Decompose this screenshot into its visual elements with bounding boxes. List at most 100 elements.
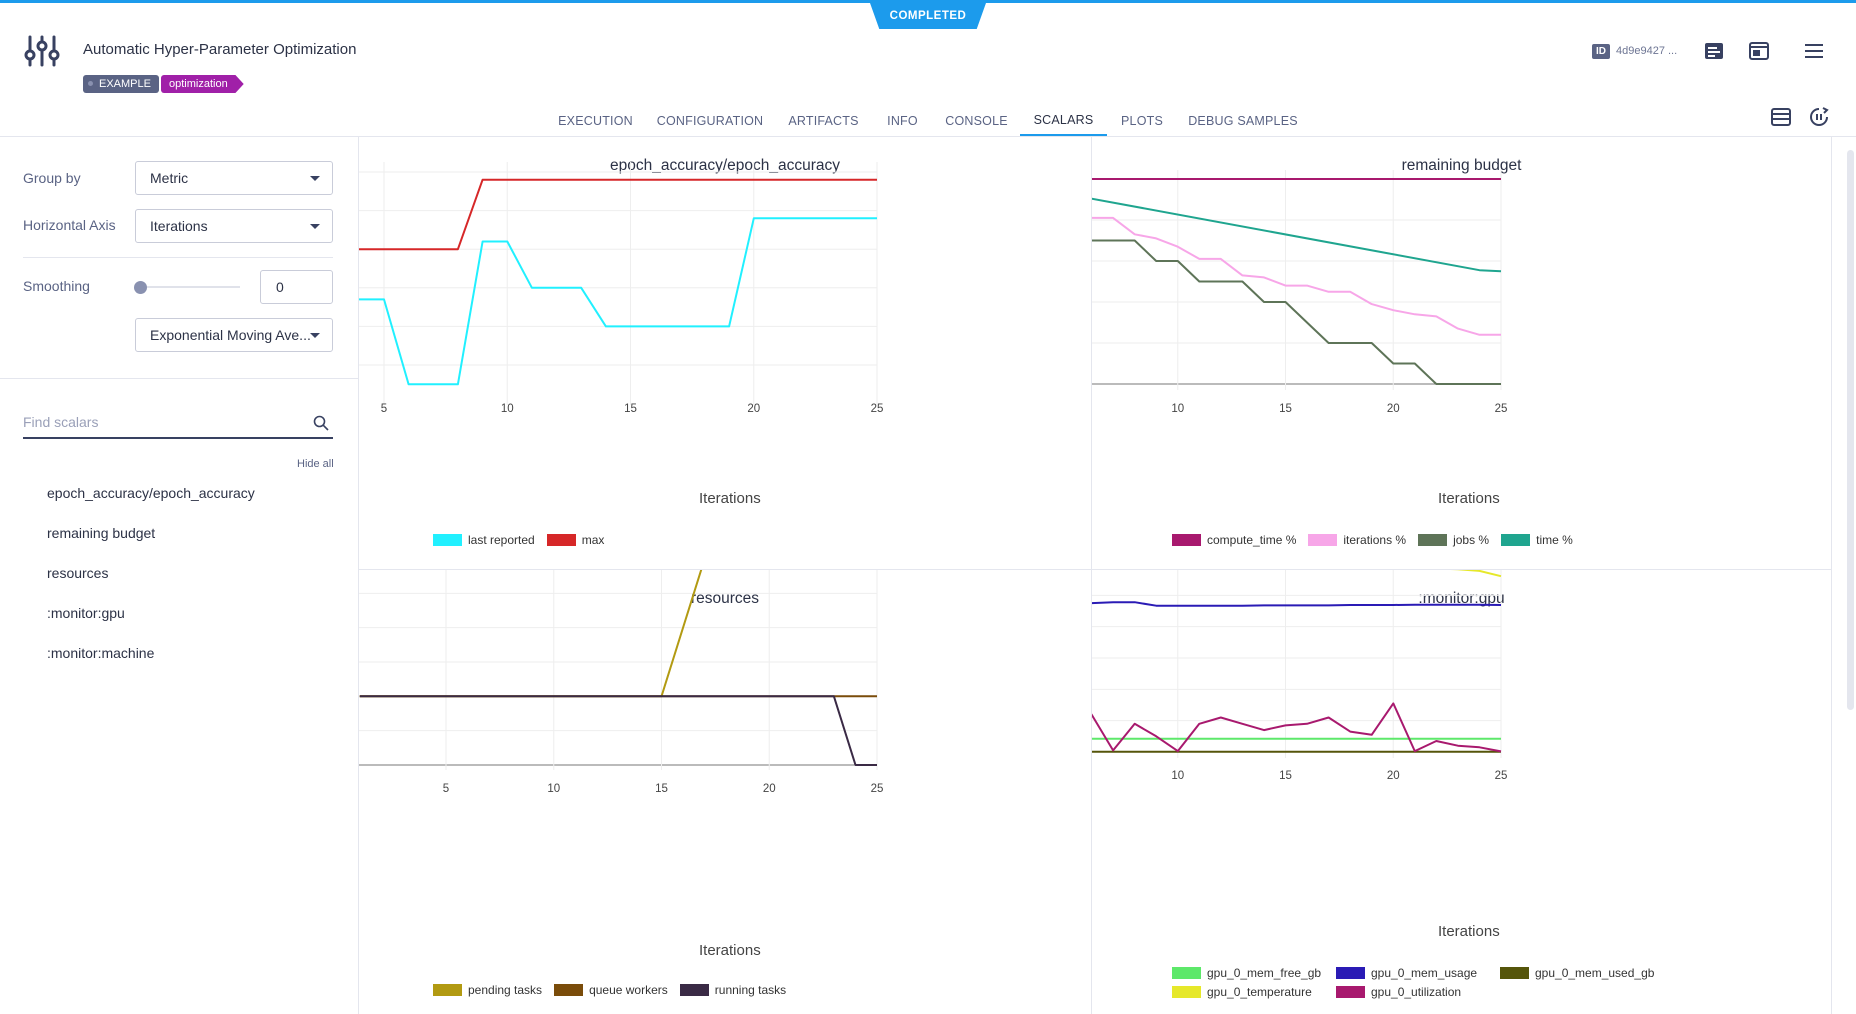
tag-example[interactable]: EXAMPLE <box>83 75 159 93</box>
tab-configuration[interactable]: CONFIGURATION <box>656 113 764 128</box>
divider <box>23 257 333 258</box>
x-tick-label: 25 <box>1495 403 1508 415</box>
legend-label: iterations % <box>1343 532 1407 547</box>
chart-resources[interactable]: 00.511.522.53510152025 <box>359 570 1092 1014</box>
horizontal-axis-label: Horizontal Axis <box>23 217 116 233</box>
series-line-last-reported <box>359 217 877 386</box>
search-icon[interactable] <box>313 415 329 431</box>
table-view-icon[interactable] <box>1770 106 1792 128</box>
layout-toggle-icon[interactable] <box>1748 40 1770 62</box>
search-input[interactable]: Find scalars <box>23 407 333 439</box>
tab-bar: EXECUTION CONFIGURATION ARTIFACTS INFO C… <box>0 106 1856 136</box>
tab-scalars[interactable]: SCALARS <box>1020 106 1107 136</box>
chart-title: epoch_accuracy/epoch_accuracy <box>609 157 841 174</box>
status-bar <box>0 0 1856 3</box>
legend-label: last reported <box>468 532 535 547</box>
tab-console[interactable]: CONSOLE <box>945 113 1008 128</box>
chevron-down-icon <box>310 176 320 181</box>
legend-label: gpu_0_temperature <box>1207 984 1312 999</box>
x-axis-title: Iterations <box>1438 490 1500 507</box>
menu-icon[interactable] <box>1803 40 1825 62</box>
x-tick-label: 20 <box>763 783 776 795</box>
chevron-down-icon <box>310 333 320 338</box>
tab-info[interactable]: INFO <box>887 113 918 128</box>
legend-item[interactable]: gpu_0_utilization <box>1336 982 1488 1001</box>
smoothing-input[interactable]: 0 <box>260 270 333 304</box>
legend-item[interactable]: gpu_0_mem_used_gb <box>1500 963 1660 982</box>
tab-plots[interactable]: PLOTS <box>1121 113 1163 128</box>
x-tick-label: 10 <box>547 783 560 795</box>
chart-epoch-accuracy[interactable]: 0.99910.99920.99930.99940.99950.99965101… <box>359 137 1092 570</box>
scalar-item[interactable]: resources <box>47 565 109 581</box>
x-tick-label: 20 <box>747 403 760 415</box>
x-tick-label: 10 <box>1171 403 1184 415</box>
info-panel-icon[interactable] <box>1703 40 1725 62</box>
legend-label: max <box>581 532 605 547</box>
legend-item[interactable]: gpu_0_mem_free_gb <box>1172 963 1324 982</box>
chart-legend: gpu_0_mem_free_gb gpu_0_mem_usage gpu_0_… <box>1172 963 1732 1001</box>
x-tick-label: 10 <box>1171 770 1184 782</box>
legend-item[interactable]: time % <box>1501 530 1573 549</box>
scalar-item[interactable]: :monitor:gpu <box>47 605 125 621</box>
legend-swatch <box>433 533 462 546</box>
x-tick-label: 15 <box>1279 403 1292 415</box>
legend-swatch <box>1501 533 1531 546</box>
legend-swatch <box>546 533 576 546</box>
group-by-select[interactable]: Metric <box>135 161 333 195</box>
legend-item[interactable]: gpu_0_mem_usage <box>1336 963 1488 982</box>
x-axis-title: Iterations <box>699 490 761 507</box>
legend-label: compute_time % <box>1207 532 1297 547</box>
scrollbar[interactable] <box>1847 150 1854 710</box>
tag-optimization[interactable]: optimization <box>161 75 244 93</box>
tab-debug-samples[interactable]: DEBUG SAMPLES <box>1188 113 1298 128</box>
page-title: Automatic Hyper-Parameter Optimization <box>83 41 357 58</box>
legend-item[interactable]: last reported <box>433 530 535 549</box>
scalar-item[interactable]: :monitor:machine <box>47 645 155 661</box>
search-placeholder: Find scalars <box>23 414 99 430</box>
legend-item[interactable]: gpu_0_temperature <box>1172 982 1324 1001</box>
legend-item[interactable]: jobs % <box>1418 530 1489 549</box>
legend-item[interactable]: compute_time % <box>1172 530 1296 549</box>
scalar-item[interactable]: epoch_accuracy/epoch_accuracy <box>47 485 255 501</box>
legend-item[interactable]: running tasks <box>679 980 786 999</box>
legend-swatch <box>554 983 584 996</box>
series-line-gpu-0-mem-usage <box>1092 601 1502 607</box>
horizontal-axis-select[interactable]: Iterations <box>135 209 333 243</box>
legend-label: gpu_0_mem_used_gb <box>1535 965 1655 980</box>
smoothing-slider-handle[interactable] <box>134 281 147 294</box>
chevron-down-icon <box>310 224 320 229</box>
legend-swatch <box>1172 533 1201 546</box>
legend-label: time % <box>1536 532 1573 547</box>
legend-item[interactable]: queue workers <box>554 980 668 999</box>
chart-title: :monitor:gpu <box>1418 590 1505 607</box>
legend-item[interactable]: iterations % <box>1308 530 1406 549</box>
hide-all-link[interactable]: Hide all <box>297 458 334 470</box>
section-divider <box>0 378 358 379</box>
legend-swatch <box>1172 985 1201 998</box>
legend-swatch <box>433 983 462 996</box>
x-tick-label: 25 <box>871 783 884 795</box>
legend-item[interactable]: max <box>546 530 605 549</box>
smoothing-method-value: Exponential Moving Ave... <box>150 327 311 343</box>
header-divider <box>0 136 1856 137</box>
auto-refresh-icon[interactable] <box>1808 106 1830 128</box>
chart-legend: pending tasks queue workers running task… <box>433 980 1053 999</box>
tab-execution[interactable]: EXECUTION <box>558 113 633 128</box>
tab-artifacts[interactable]: ARTIFACTS <box>788 113 859 128</box>
series-line-pending-tasks <box>359 570 703 698</box>
chart-remaining-budget[interactable]: 020406080100510152025 <box>1092 137 1832 570</box>
legend-item[interactable]: pending tasks <box>433 980 542 999</box>
chart-panel-monitor-gpu: :monitor:gpu 0102030405060510152025 Iter… <box>1092 570 1832 1014</box>
legend-label: queue workers <box>589 982 668 997</box>
task-id[interactable]: ID 4d9e9427 ... <box>1592 42 1677 60</box>
scalar-item[interactable]: remaining budget <box>47 525 156 541</box>
series-line-max <box>359 178 877 251</box>
smoothing-label: Smoothing <box>23 278 90 294</box>
smoothing-slider-track[interactable] <box>140 286 240 288</box>
horizontal-axis-value: Iterations <box>150 218 208 234</box>
smoothing-method-select[interactable]: Exponential Moving Ave... <box>135 318 333 352</box>
series-line-jobs- <box>1092 239 1501 385</box>
group-by-label: Group by <box>23 170 81 186</box>
legend-label: gpu_0_utilization <box>1371 984 1462 999</box>
chart-monitor-gpu[interactable]: 0102030405060510152025 <box>1092 570 1832 1014</box>
